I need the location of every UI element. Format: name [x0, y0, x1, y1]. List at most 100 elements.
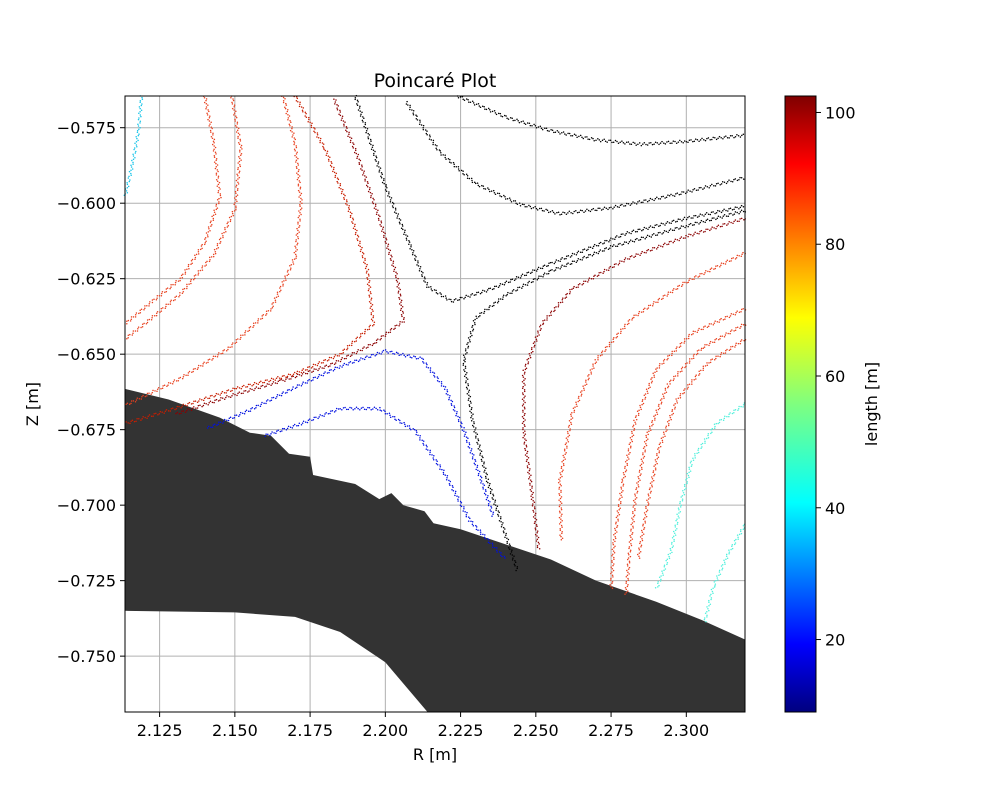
trace-point [693, 276, 696, 278]
trace-point [593, 367, 595, 369]
trace-point [292, 261, 294, 263]
trace-point [528, 204, 530, 207]
trace-point [133, 148, 135, 151]
trace-point [222, 350, 224, 352]
trace-point [649, 225, 652, 227]
trace-point [322, 147, 325, 149]
chart-title: Poincaré Plot [374, 70, 497, 92]
trace-point [653, 465, 655, 467]
trace-point [575, 403, 578, 406]
trace-point [681, 494, 684, 497]
trace-point [641, 400, 644, 403]
trace-point [203, 402, 206, 405]
trace-point [682, 491, 685, 494]
trace-point [508, 197, 511, 199]
trace-point [311, 122, 313, 124]
trace-point [640, 252, 642, 255]
trace-point [657, 408, 660, 411]
trace-point [665, 427, 667, 429]
trace-point [325, 411, 327, 414]
trace-point [196, 368, 199, 371]
trace-point [172, 299, 175, 302]
trace-point [559, 268, 561, 270]
trace-point [638, 200, 641, 202]
trace-point [473, 322, 476, 324]
trace-point [244, 334, 246, 336]
trace-point [626, 574, 629, 577]
trace-point [347, 210, 350, 212]
trace-point [363, 408, 366, 410]
trace-point [594, 209, 596, 212]
trace-point [561, 301, 564, 303]
trace-point [310, 367, 313, 369]
trace-point [475, 435, 477, 437]
trace-point [132, 155, 135, 157]
trace-point [727, 332, 729, 335]
trace-point [248, 327, 251, 329]
trace-point [496, 302, 499, 304]
trace-point [463, 508, 465, 510]
trace-point [381, 173, 384, 175]
trace-point [146, 304, 148, 307]
trace-point [328, 371, 330, 374]
trace-point [439, 150, 442, 152]
trace-point [626, 558, 629, 561]
trace-point [346, 344, 349, 347]
trace-point [313, 416, 315, 419]
trace-point [140, 419, 142, 421]
trace-point [728, 221, 730, 223]
trace-point [202, 365, 204, 367]
trace-point [250, 407, 252, 410]
trace-point [150, 318, 153, 321]
trace-point [642, 447, 645, 449]
trace-point [523, 435, 526, 437]
trace-point [475, 468, 477, 471]
trace-point [528, 476, 531, 478]
trace-point [524, 368, 527, 371]
trace-point [559, 260, 561, 262]
trace-point [401, 225, 404, 227]
trace-point [292, 134, 294, 136]
trace-point [497, 513, 499, 516]
trace-point [398, 287, 400, 289]
trace-point [403, 354, 405, 356]
trace-point [588, 246, 590, 248]
trace-point [181, 277, 184, 279]
trace-point [218, 238, 221, 241]
trace-point [592, 245, 595, 248]
trace-point [646, 499, 648, 501]
trace-point [218, 197, 220, 200]
trace-point [428, 134, 431, 136]
trace-point [296, 97, 299, 100]
trace-point [370, 148, 373, 151]
trace-point [624, 327, 626, 330]
trace-point [356, 99, 359, 102]
trace-point [707, 270, 709, 273]
trace-point [677, 397, 680, 399]
trace-point [506, 293, 508, 296]
trace-point [398, 354, 400, 357]
trace-point [205, 261, 207, 264]
trace-point [181, 410, 183, 412]
trace-point [186, 283, 188, 286]
trace-point [220, 392, 223, 394]
trace-point [531, 493, 533, 496]
trace-point [393, 270, 395, 273]
trace-point [414, 258, 416, 260]
trace-point [611, 245, 614, 248]
trace-point [297, 177, 300, 179]
trace-point [548, 130, 550, 132]
trace-point [293, 142, 296, 144]
trace-point [286, 427, 289, 430]
trace-point [614, 537, 617, 540]
trace-point [352, 219, 355, 221]
trace-point [222, 422, 224, 424]
trace-point [477, 291, 480, 294]
trace-point [483, 290, 486, 292]
trace-point [632, 424, 635, 427]
trace-point [404, 229, 406, 231]
trace-point [696, 221, 698, 224]
trace-point [285, 279, 287, 281]
trace-point [532, 511, 535, 513]
trace-point [690, 460, 692, 462]
